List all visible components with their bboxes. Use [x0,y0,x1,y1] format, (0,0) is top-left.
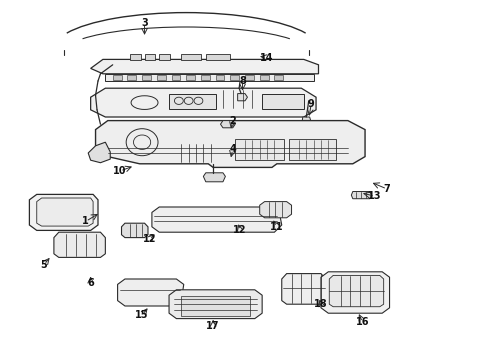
Text: 10: 10 [113,166,127,176]
Bar [157,75,166,80]
Text: 6: 6 [87,278,94,288]
Polygon shape [321,272,390,313]
Bar [186,75,195,80]
Text: 18: 18 [314,299,328,309]
Bar [216,75,224,80]
Text: 4: 4 [229,144,236,154]
Text: 11: 11 [270,222,284,232]
Polygon shape [260,202,292,218]
Bar [260,75,269,80]
Polygon shape [238,94,247,101]
Polygon shape [88,142,110,163]
Polygon shape [96,121,365,167]
Polygon shape [91,88,316,117]
Bar [142,75,151,80]
Text: 12: 12 [233,225,247,235]
Bar [159,54,170,60]
Text: 16: 16 [356,317,369,327]
Text: 8: 8 [239,76,246,86]
Bar [274,75,283,80]
Bar [169,94,216,109]
Polygon shape [220,121,235,128]
Text: 15: 15 [135,310,149,320]
Polygon shape [152,207,282,232]
Polygon shape [54,232,105,257]
Bar [262,94,304,109]
Text: 12: 12 [143,234,156,244]
Polygon shape [203,173,225,182]
Polygon shape [37,198,93,226]
Text: 1: 1 [82,216,89,226]
Text: 7: 7 [384,184,391,194]
Polygon shape [118,279,184,306]
Text: 5: 5 [41,260,48,270]
Text: 2: 2 [229,116,236,126]
Text: 9: 9 [308,99,315,109]
Polygon shape [282,274,326,304]
Bar [201,75,210,80]
Text: 13: 13 [368,191,382,201]
Bar [206,54,230,60]
Bar [145,54,155,60]
Bar [235,139,284,160]
Bar [113,75,122,80]
Bar [172,75,180,80]
Polygon shape [301,117,311,128]
Bar [181,54,201,60]
Polygon shape [105,74,314,81]
Text: 14: 14 [260,53,274,63]
Polygon shape [29,194,98,230]
Polygon shape [122,223,148,238]
Bar [130,54,141,60]
Bar [245,75,254,80]
Polygon shape [351,192,371,199]
Polygon shape [329,275,384,307]
Bar [181,296,250,316]
Bar [289,139,336,160]
Bar [230,75,239,80]
Text: 17: 17 [206,321,220,331]
Bar [127,75,136,80]
Text: 3: 3 [141,18,148,28]
Polygon shape [169,290,262,319]
Polygon shape [91,59,318,74]
